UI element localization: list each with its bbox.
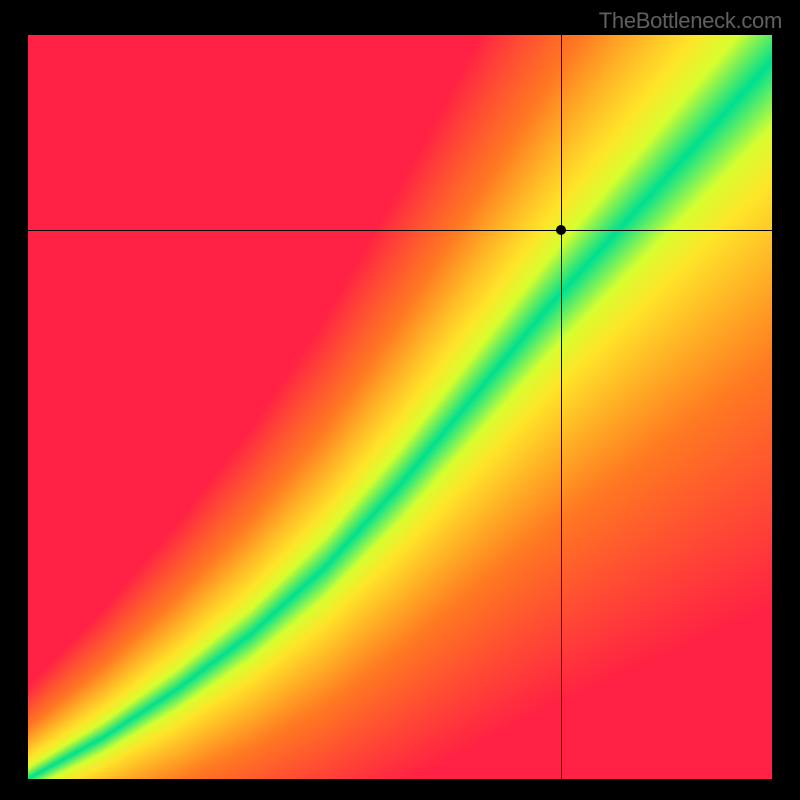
crosshair-marker	[556, 225, 566, 235]
heatmap-canvas	[28, 35, 772, 779]
watermark-text: TheBottleneck.com	[599, 8, 782, 34]
plot-area	[28, 35, 772, 779]
chart-container: TheBottleneck.com	[0, 0, 800, 800]
crosshair-horizontal	[28, 230, 772, 231]
crosshair-vertical	[561, 35, 562, 779]
